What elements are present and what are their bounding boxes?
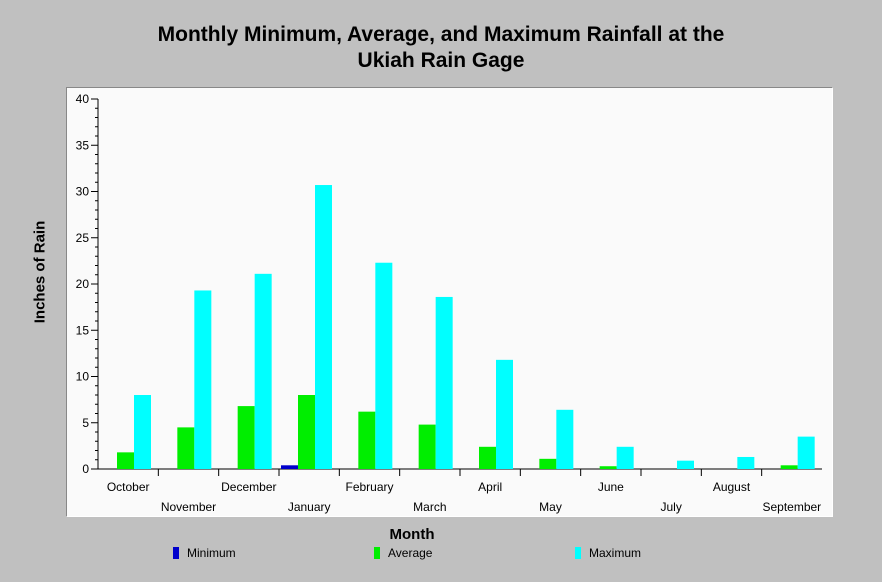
x-tick-label: October bbox=[107, 480, 150, 494]
x-tick-label: July bbox=[660, 500, 681, 514]
chart-title: Monthly Minimum, Average, and Maximum Ra… bbox=[157, 23, 725, 46]
bar-average bbox=[237, 406, 255, 469]
bar-average bbox=[177, 427, 195, 469]
bar-maximum bbox=[134, 395, 151, 469]
chart-subtitle: Ukiah Rain Gage bbox=[357, 49, 525, 72]
x-tick-label: September bbox=[762, 500, 821, 514]
bar-average bbox=[117, 452, 134, 469]
legend-label-average: Average bbox=[388, 546, 433, 560]
bar-maximum bbox=[797, 436, 815, 469]
bar-maximum bbox=[194, 290, 212, 469]
bar-maximum bbox=[435, 296, 453, 469]
bar-maximum bbox=[677, 460, 694, 469]
legend-label-minimum: Minimum bbox=[187, 546, 236, 560]
bar-average bbox=[358, 411, 376, 469]
y-tick-label: 20 bbox=[76, 277, 90, 291]
bar-average bbox=[479, 446, 496, 469]
legend-swatch-maximum bbox=[575, 547, 581, 559]
x-tick-label: January bbox=[288, 500, 331, 514]
bar-average bbox=[418, 424, 436, 469]
x-tick-label: December bbox=[221, 480, 276, 494]
bar-maximum bbox=[737, 456, 755, 469]
legend-swatch-average bbox=[374, 547, 380, 559]
y-tick-label: 10 bbox=[76, 370, 90, 384]
bar-maximum bbox=[315, 185, 332, 469]
legend-swatch-minimum bbox=[173, 547, 179, 559]
y-axis-label: Inches of Rain bbox=[31, 220, 49, 324]
x-tick-label: June bbox=[598, 480, 624, 494]
x-tick-label: March bbox=[413, 500, 446, 514]
y-tick-label: 25 bbox=[76, 231, 90, 245]
y-tick-label: 15 bbox=[76, 323, 90, 337]
x-tick-label: May bbox=[539, 500, 562, 514]
x-axis-label: Month bbox=[389, 526, 435, 543]
x-tick-label: February bbox=[345, 480, 393, 494]
bar-maximum bbox=[496, 359, 513, 469]
legend-item-minimum: Minimum bbox=[173, 546, 236, 560]
bar-maximum bbox=[556, 409, 574, 469]
y-tick-label: 0 bbox=[82, 462, 89, 476]
bar-minimum bbox=[281, 465, 298, 469]
bar-average bbox=[539, 458, 557, 469]
y-tick-label: 35 bbox=[76, 138, 90, 152]
x-tick-label: August bbox=[713, 480, 751, 494]
bar-maximum bbox=[254, 273, 272, 469]
y-tick-label: 30 bbox=[76, 185, 90, 199]
y-tick-label: 40 bbox=[76, 92, 90, 106]
bar-average bbox=[780, 465, 798, 469]
legend-item-average: Average bbox=[374, 546, 432, 560]
legend-label-maximum: Maximum bbox=[589, 546, 642, 560]
x-tick-label: November bbox=[161, 500, 216, 514]
x-tick-label: April bbox=[478, 480, 502, 494]
bar-maximum bbox=[375, 262, 393, 469]
bar-maximum bbox=[616, 446, 634, 469]
bar-average bbox=[298, 395, 315, 469]
y-tick-label: 5 bbox=[82, 416, 89, 430]
legend-item-maximum: Maximum bbox=[575, 546, 641, 560]
bar-average bbox=[599, 466, 617, 469]
